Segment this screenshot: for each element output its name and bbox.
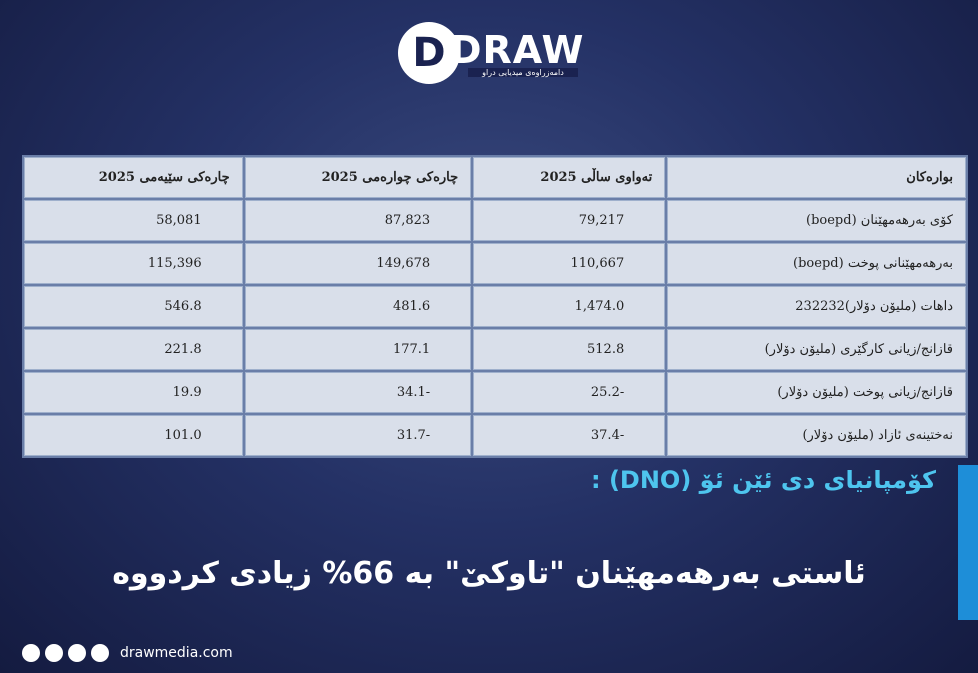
facebook-icon[interactable] [22,644,40,662]
label-cell: کۆی بەرهەمهێنان (boepd) [667,200,966,241]
website[interactable]: drawmedia.com [120,645,233,661]
header-cell: بوارەکان [667,157,966,198]
value-cell: 110,667 [473,243,666,284]
tiktok-icon[interactable] [91,644,109,662]
logo-mark: D [398,22,460,84]
label-cell: نەختینەی ئازاد (ملیۆن دۆلار) [667,415,966,456]
header-cell: تەواوی ساڵی 2025 [473,157,666,198]
value-cell: 34.1- [244,372,472,413]
logo-tagline: دامەزراوەی میدیایی دراو [468,68,578,77]
value-cell: 177.1 [244,329,472,370]
value-cell: 481.6 [244,286,472,327]
value-cell: 149,678 [244,243,472,284]
table-row: بەرهەمهێنانی پوخت (boepd) 110,667 149,678 1… [24,243,966,284]
value-cell: 221.8 [24,329,243,370]
table-row: قازانج/زیانی کارگێری (ملیۆن دۆلار) 512.8 1… [24,329,966,370]
value-cell: 546.8 [24,286,243,327]
value-cell: 115,396 [24,243,243,284]
label-cell: قازانج/زیانی پوخت (ملیۆن دۆلار) [667,372,966,413]
value-cell: 512.8 [473,329,666,370]
twitter-icon[interactable] [68,644,86,662]
table-row: داهات (ملیۆن دۆلار)232232 1,474.0 481.6 546… [24,286,966,327]
table-row: نەختینەی ئازاد (ملیۆن دۆلار) 37.4- 31.7- 10… [24,415,966,456]
logo: D DRAW دامەزراوەی میدیایی دراو [398,22,583,86]
label-cell: قازانج/زیانی کارگێری (ملیۆن دۆلار) [667,329,966,370]
value-cell: 37.4- [473,415,666,456]
value-cell: 19.9 [24,372,243,413]
value-cell: 25.2- [473,372,666,413]
table: بوارەکان تەواوی ساڵی 2025 چارەکی چوارەمی 2… [22,155,968,458]
header-row: بوارەکان تەواوی ساڵی 2025 چارەکی چوارەمی 2… [24,157,966,198]
value-cell: 101.0 [24,415,243,456]
label-cell: بەرهەمهێنانی پوخت (boepd) [667,243,966,284]
table-row: قازانج/زیانی پوخت (ملیۆن دۆلار) 25.2- 34.1… [24,372,966,413]
headline-title: ئاستی بەرهەمهێنان "تاوکێ" بە 66% زیادی ک… [112,556,866,591]
value-cell: 79,217 [473,200,666,241]
value-cell: 87,823 [244,200,472,241]
instagram-icon[interactable] [45,644,63,662]
headline-kicker: کۆمپانیای دی ئێن ئۆ (DNO) : [591,466,936,494]
header-cell: چارەکی سێیەمی 2025 [24,157,243,198]
header-cell: چارەکی چوارەمی 2025 [244,157,472,198]
label-cell: داهات (ملیۆن دۆلار)232232 [667,286,966,327]
value-cell: 1,474.0 [473,286,666,327]
value-cell: 31.7- [244,415,472,456]
accent-bar [958,465,978,620]
footer: drawmedia.com [22,644,233,662]
logo-name: DRAW [450,28,585,72]
table-row: کۆی بەرهەمهێنان (boepd) 79,217 87,823 58,08… [24,200,966,241]
value-cell: 58,081 [24,200,243,241]
